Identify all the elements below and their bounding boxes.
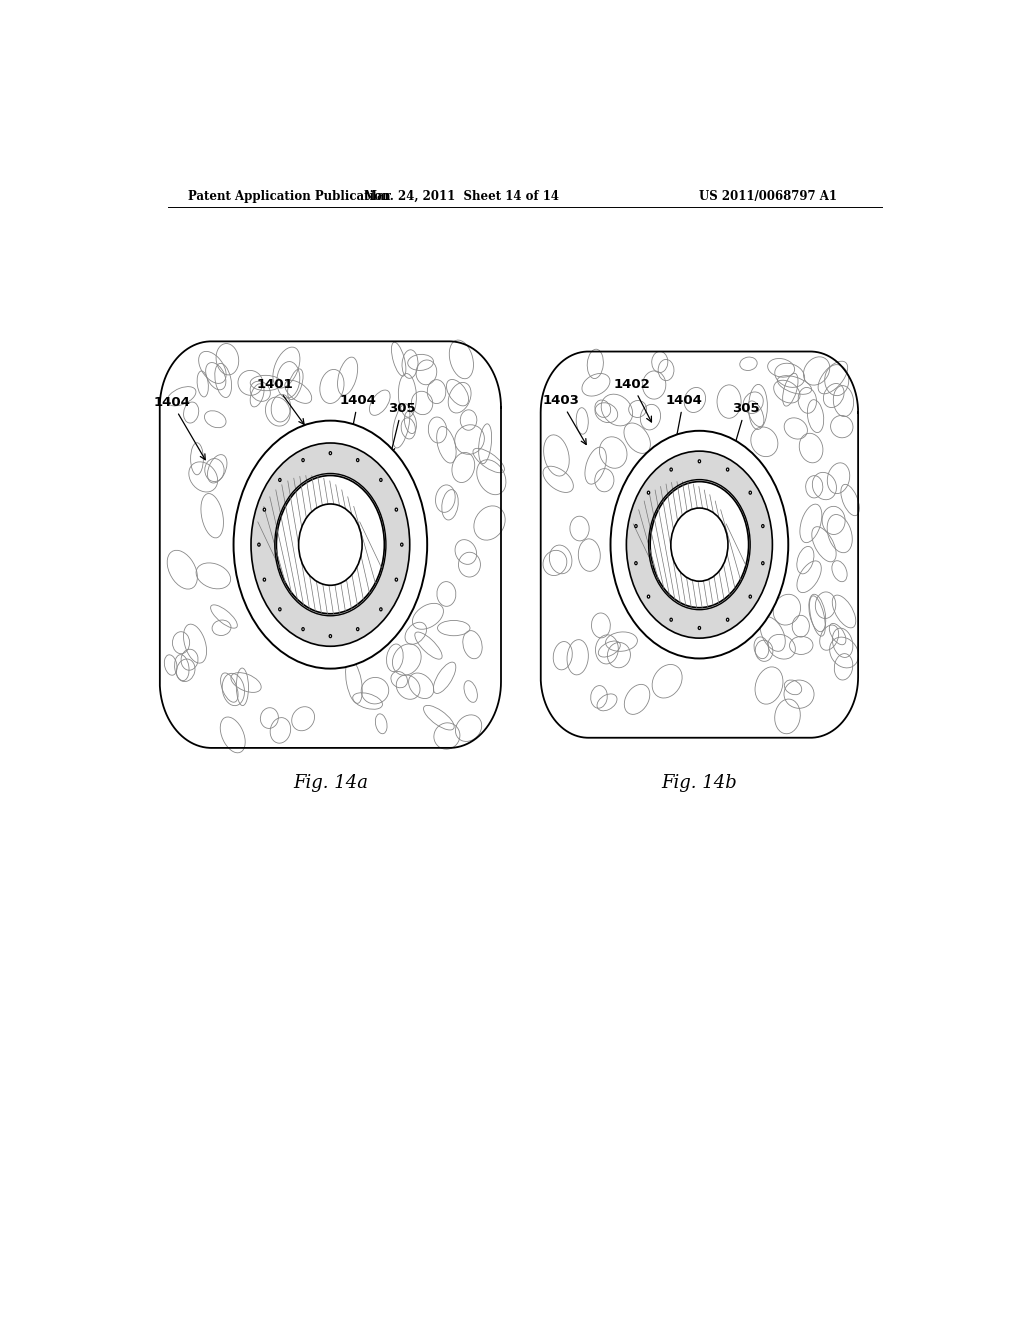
Circle shape — [750, 491, 752, 494]
Circle shape — [698, 459, 700, 463]
Circle shape — [356, 458, 358, 462]
Circle shape — [671, 508, 728, 581]
Text: Fig. 14a: Fig. 14a — [293, 775, 368, 792]
Text: 305: 305 — [731, 401, 759, 453]
Circle shape — [380, 478, 382, 482]
Circle shape — [299, 504, 362, 585]
Text: 1404: 1404 — [154, 396, 205, 459]
Circle shape — [635, 562, 637, 565]
Circle shape — [258, 543, 260, 546]
Circle shape — [726, 469, 729, 471]
Text: 1404: 1404 — [340, 393, 377, 447]
Circle shape — [670, 469, 673, 471]
Circle shape — [233, 421, 427, 669]
Circle shape — [670, 618, 673, 622]
Circle shape — [400, 543, 403, 546]
Circle shape — [302, 458, 304, 462]
Circle shape — [610, 430, 788, 659]
Text: 305: 305 — [388, 401, 416, 453]
Circle shape — [762, 562, 764, 565]
Circle shape — [276, 475, 384, 614]
Circle shape — [302, 627, 304, 631]
Text: Patent Application Publication: Patent Application Publication — [187, 190, 390, 202]
Text: 1404: 1404 — [665, 393, 702, 446]
Circle shape — [380, 607, 382, 611]
Text: Fig. 14b: Fig. 14b — [662, 775, 737, 792]
Circle shape — [356, 627, 358, 631]
Text: US 2011/0068797 A1: US 2011/0068797 A1 — [699, 190, 838, 202]
Circle shape — [279, 607, 281, 611]
Polygon shape — [160, 342, 501, 748]
Circle shape — [263, 578, 265, 581]
Text: 1401: 1401 — [256, 378, 304, 424]
Circle shape — [647, 491, 649, 494]
Text: 1402: 1402 — [613, 378, 651, 422]
Text: 1403: 1403 — [542, 393, 586, 445]
Circle shape — [762, 524, 764, 528]
Circle shape — [647, 595, 649, 598]
Circle shape — [750, 595, 752, 598]
Circle shape — [329, 451, 332, 454]
Circle shape — [279, 478, 281, 482]
Circle shape — [395, 508, 397, 511]
Circle shape — [635, 524, 637, 528]
Polygon shape — [541, 351, 858, 738]
Circle shape — [726, 618, 729, 622]
Circle shape — [263, 508, 265, 511]
Text: Mar. 24, 2011  Sheet 14 of 14: Mar. 24, 2011 Sheet 14 of 14 — [364, 190, 559, 202]
Circle shape — [698, 627, 700, 630]
Circle shape — [395, 578, 397, 581]
Circle shape — [329, 635, 332, 638]
Circle shape — [251, 444, 410, 647]
Circle shape — [650, 482, 749, 607]
Circle shape — [627, 451, 772, 638]
